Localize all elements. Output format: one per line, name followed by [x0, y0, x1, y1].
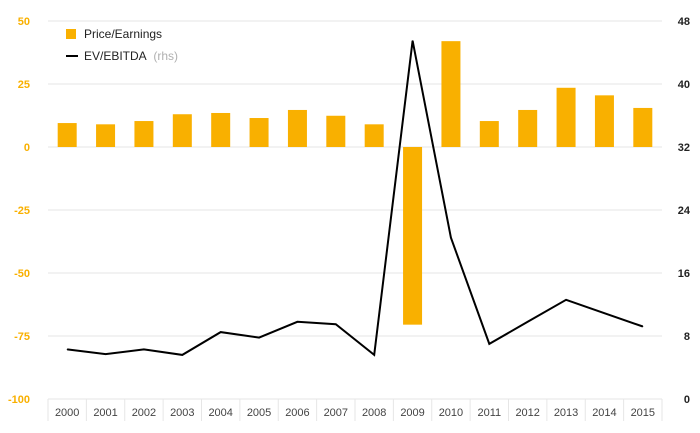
bar-2010 — [441, 41, 461, 147]
x-tick-label: 2003 — [170, 407, 194, 419]
bar-2009 — [403, 147, 423, 325]
legend-bar-swatch — [66, 29, 76, 39]
bar-2015 — [633, 107, 653, 147]
right-axis: 48 40 32 24 16 8 0 — [678, 16, 691, 406]
ev-ebitda-point-2006 — [296, 321, 298, 323]
bar-2013 — [556, 87, 576, 147]
x-tick-label: 2013 — [554, 407, 578, 419]
left-tick-label: -50 — [14, 268, 30, 280]
right-tick-label: 8 — [684, 331, 690, 343]
left-tick-label: 50 — [18, 16, 30, 28]
left-tick-label: -25 — [14, 205, 30, 217]
bar-2002 — [134, 121, 154, 147]
ev-ebitda-point-2005 — [258, 337, 260, 339]
x-tick-label: 2000 — [55, 407, 79, 419]
right-tick-label: 0 — [684, 394, 690, 406]
left-axis: 50 25 0 -25 -50 -75 -100 — [8, 16, 30, 406]
ev-ebitda-point-2007 — [335, 323, 337, 325]
legend: Price/Earnings EV/EBITDA (rhs) — [66, 27, 178, 63]
left-tick-label: -100 — [8, 394, 30, 406]
ev-ebitda-point-2008 — [373, 354, 375, 356]
ev-ebitda-point-2011 — [488, 343, 490, 345]
legend-line-suffix: (rhs) — [153, 49, 178, 63]
ev-ebitda-line — [67, 40, 644, 357]
legend-bar-label: Price/Earnings — [84, 27, 162, 41]
grid-lines — [48, 20, 662, 400]
ev-ebitda-point-2010 — [450, 237, 452, 239]
left-tick-label: 0 — [24, 142, 30, 154]
x-tick-label: 2002 — [132, 407, 156, 419]
x-tick-label: 2001 — [93, 407, 117, 419]
legend-line-name: EV/EBITDA — [84, 49, 147, 63]
x-tick-label: 2008 — [362, 407, 386, 419]
ev-ebitda-point-2003 — [181, 354, 183, 356]
bar-2004 — [211, 112, 231, 147]
x-tick-label: 2011 — [477, 407, 501, 419]
right-tick-label: 40 — [678, 79, 690, 91]
ev-ebitda-point-2000 — [66, 348, 68, 350]
bar-2005 — [249, 118, 269, 147]
ev-ebitda-point-2014 — [603, 312, 605, 314]
x-tick-label: 2005 — [247, 407, 271, 419]
bar-2012 — [518, 109, 538, 147]
x-tick-label: 2010 — [439, 407, 463, 419]
bar-2008 — [364, 124, 384, 147]
x-tick-label: 2009 — [400, 407, 424, 419]
bar-2006 — [287, 109, 307, 147]
x-tick-label: 2004 — [208, 407, 232, 419]
bar-2000 — [57, 123, 77, 147]
ev-ebitda-point-2013 — [565, 299, 567, 301]
ev-ebitda-point-2009 — [412, 40, 414, 42]
bar-2007 — [326, 115, 346, 147]
ev-ebitda-point-2012 — [527, 321, 529, 323]
bar-2014 — [594, 95, 614, 147]
ev-ebitda-point-2004 — [220, 331, 222, 333]
right-tick-label: 48 — [678, 16, 690, 28]
bar-2001 — [96, 124, 116, 147]
x-tick-label: 2015 — [631, 407, 655, 419]
bar-2003 — [172, 114, 192, 147]
line-series-ev-ebitda — [66, 40, 644, 357]
x-tick-label: 2012 — [515, 407, 539, 419]
right-tick-label: 32 — [678, 142, 690, 154]
x-axis: 2000 2001 2002 2003 2004 2005 2006 2007 2008 2009… — [47, 399, 663, 421]
bar-2011 — [479, 121, 499, 147]
left-tick-label: -75 — [14, 331, 30, 343]
ev-ebitda-point-2001 — [105, 353, 107, 355]
right-tick-label: 16 — [678, 268, 690, 280]
ev-ebitda-point-2015 — [642, 326, 644, 328]
left-tick-label: 25 — [18, 79, 30, 91]
x-tick-label: 2006 — [285, 407, 309, 419]
bar-series-price-earnings — [57, 41, 653, 325]
x-tick-label: 2014 — [592, 407, 616, 419]
right-tick-label: 24 — [678, 205, 691, 217]
legend-line-label: EV/EBITDA (rhs) — [84, 49, 178, 63]
ev-ebitda-point-2002 — [143, 348, 145, 350]
x-tick-label: 2007 — [324, 407, 348, 419]
